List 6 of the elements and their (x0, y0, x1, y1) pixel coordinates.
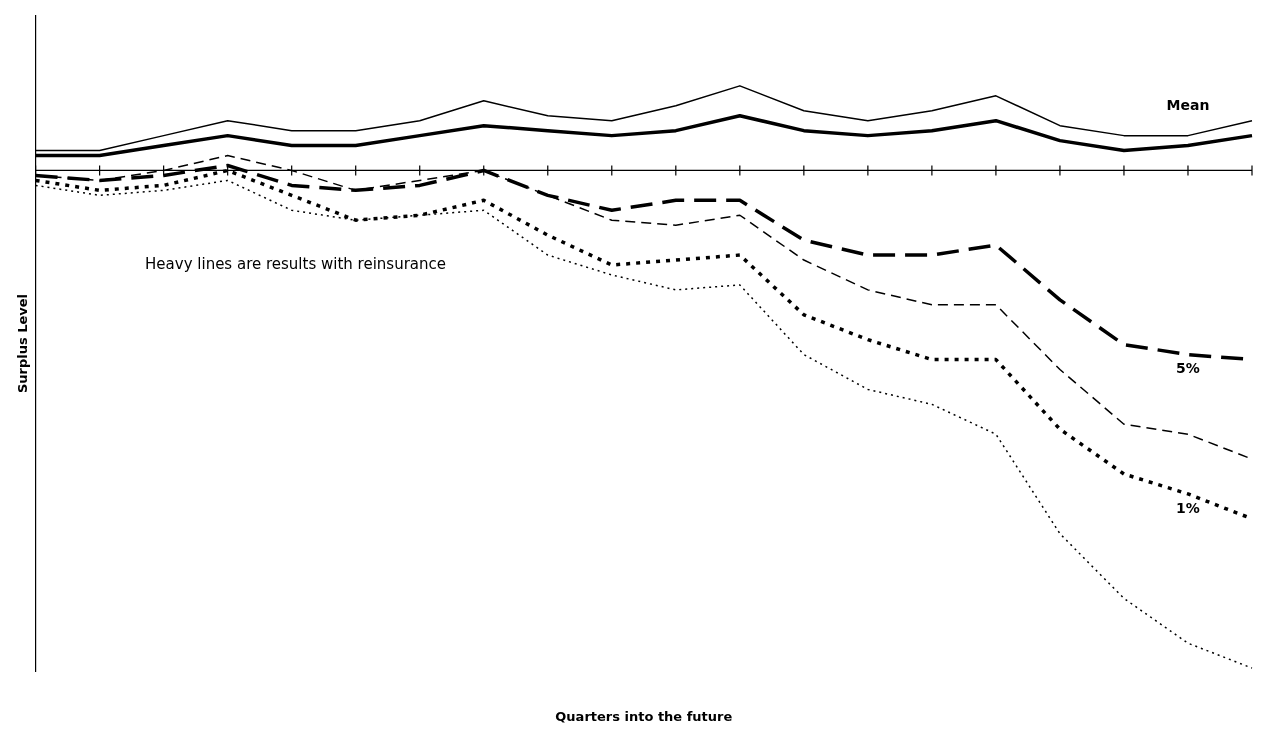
x-axis-title: Quarters into the future (555, 708, 733, 724)
series-label: 1% (1176, 499, 1200, 516)
series-label: 5% (1176, 360, 1200, 377)
y-axis-title: Surplus Level (15, 293, 31, 394)
annotation: Heavy lines are results with reinsurance (145, 254, 446, 273)
series-label: Mean (1166, 97, 1210, 114)
